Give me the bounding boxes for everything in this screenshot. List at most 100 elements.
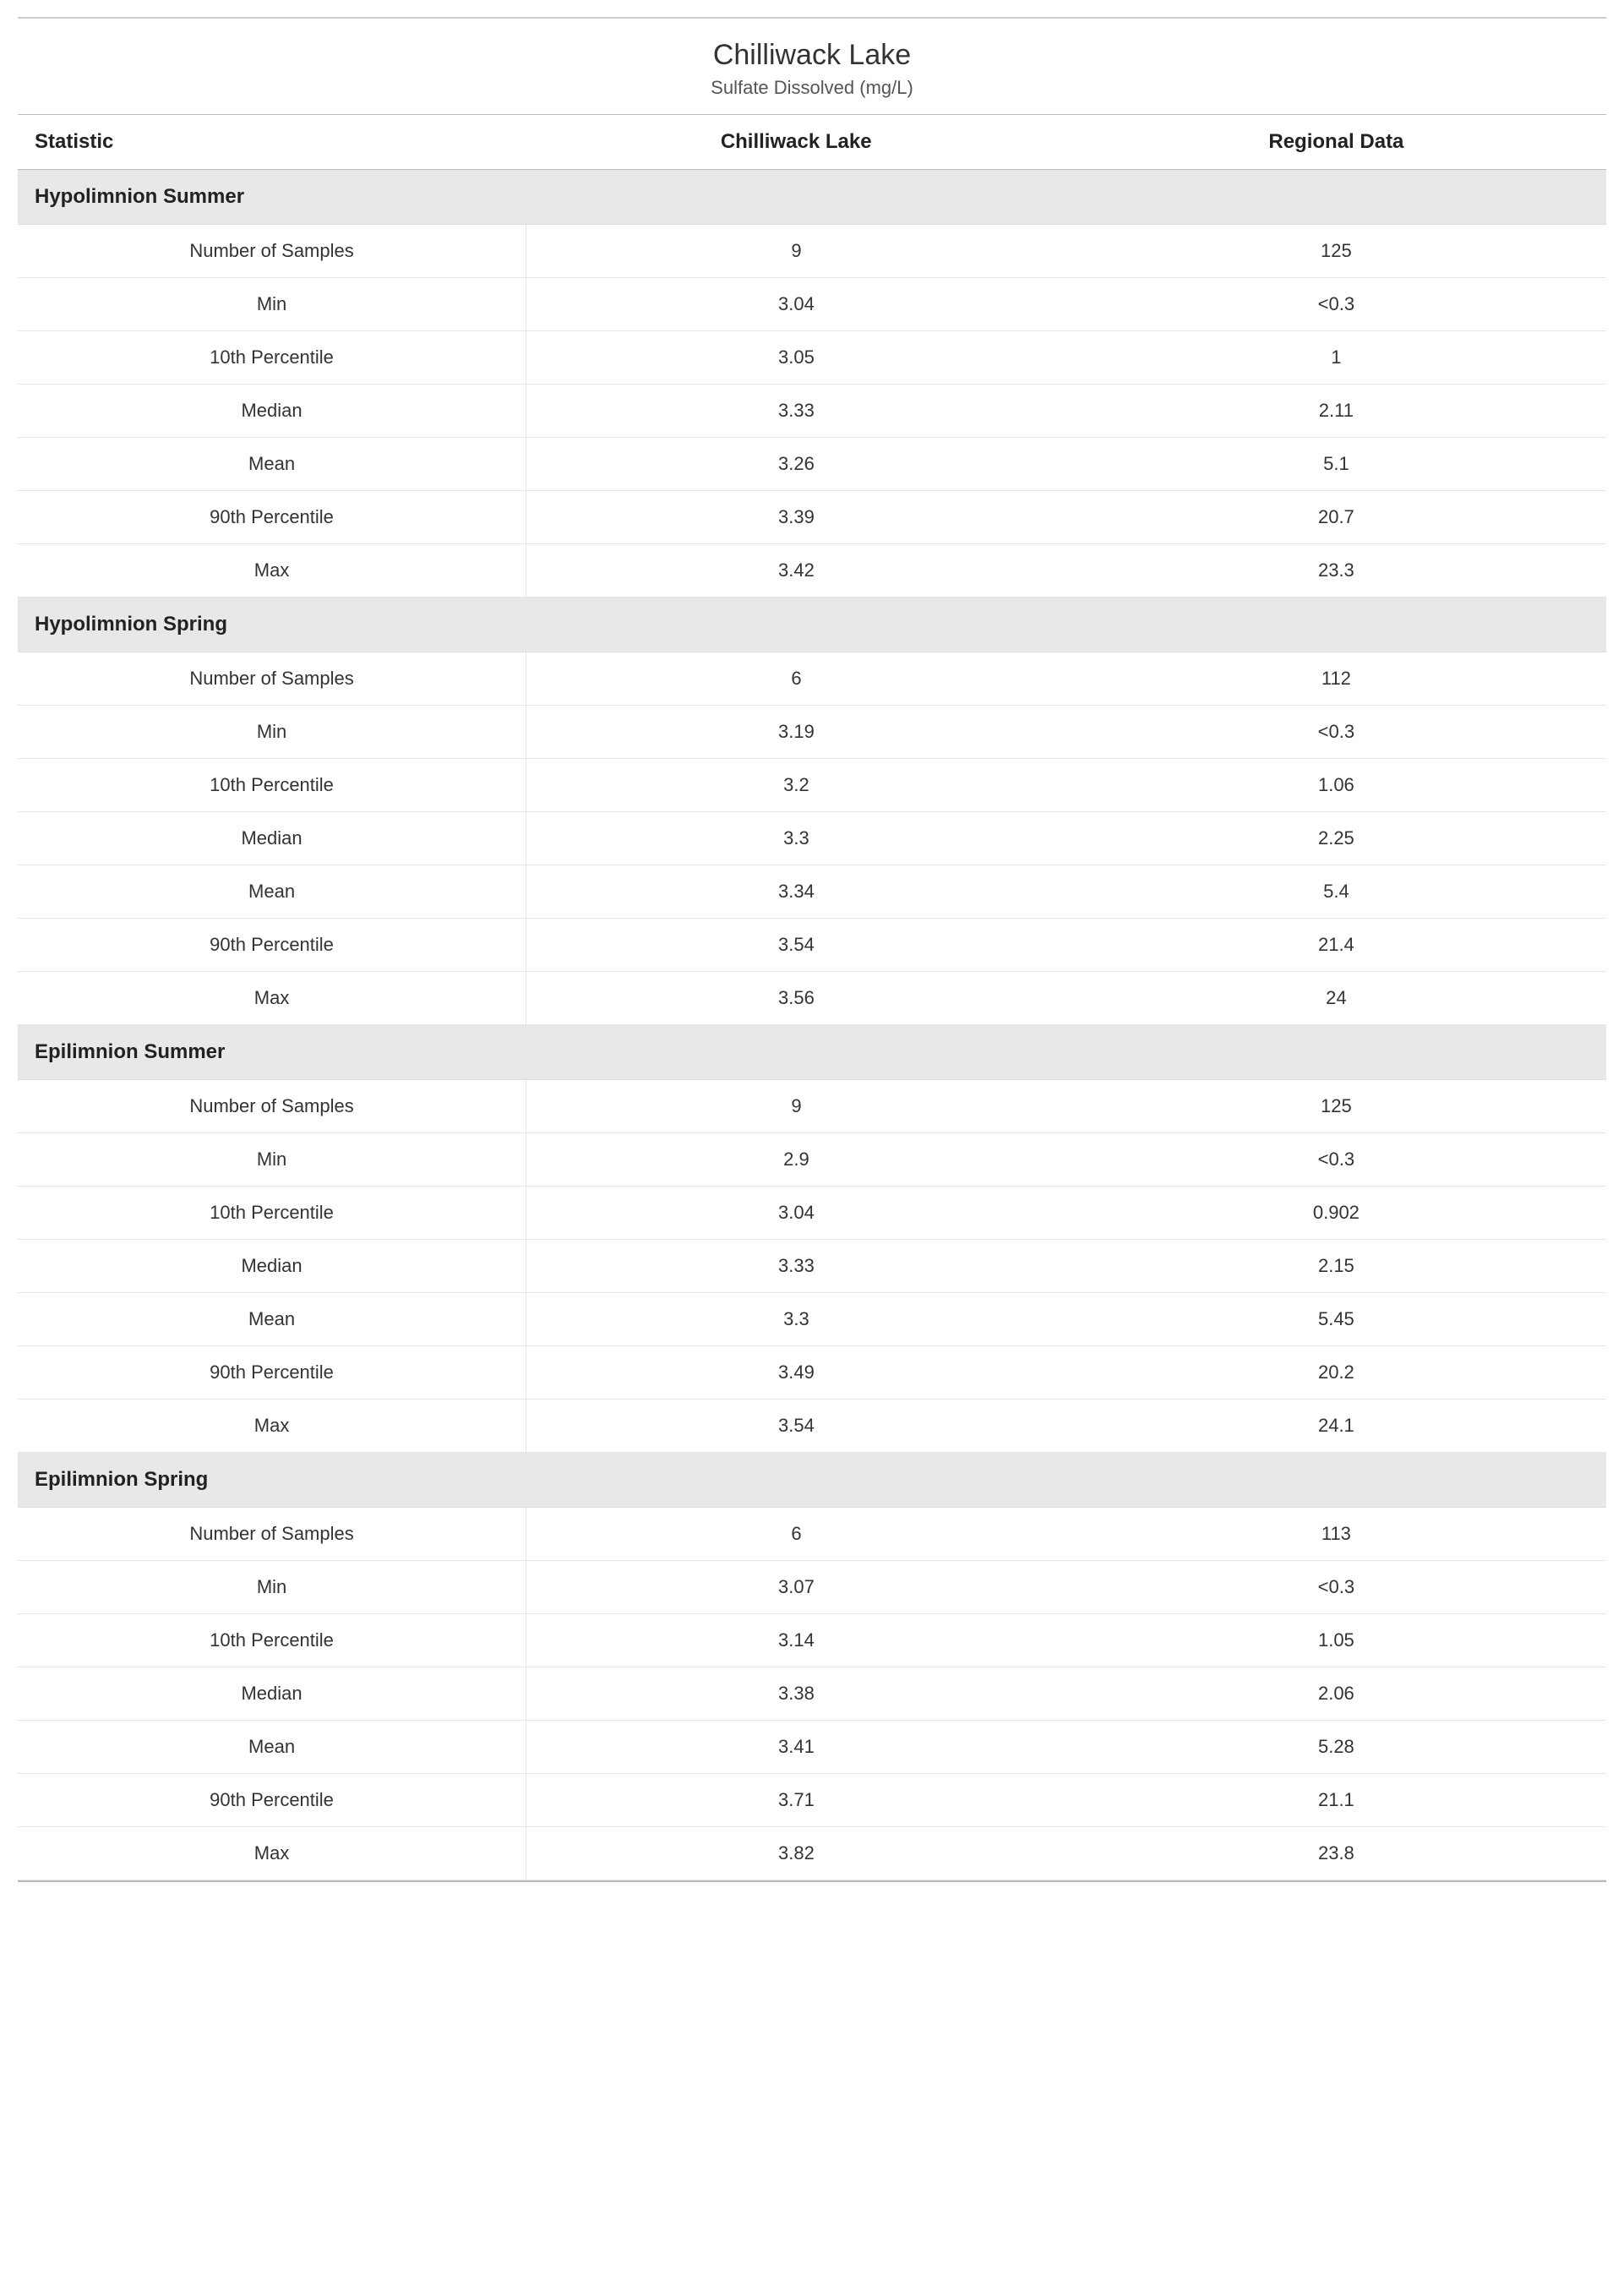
table-row: Mean3.35.45 xyxy=(18,1293,1606,1346)
section-title: Hypolimnion Summer xyxy=(18,170,1606,225)
section-header: Hypolimnion Summer xyxy=(18,170,1606,225)
value-site: 9 xyxy=(526,1080,1066,1133)
value-regional: 2.25 xyxy=(1066,812,1606,865)
value-site: 3.33 xyxy=(526,1240,1066,1293)
table-row: Number of Samples9125 xyxy=(18,225,1606,278)
value-regional: 23.8 xyxy=(1066,1827,1606,1880)
stat-label: 90th Percentile xyxy=(18,491,526,544)
value-regional: 113 xyxy=(1066,1508,1606,1561)
table-row: Median3.332.15 xyxy=(18,1240,1606,1293)
value-site: 3.04 xyxy=(526,278,1066,331)
value-regional: 21.4 xyxy=(1066,919,1606,972)
stat-label: Max xyxy=(18,1827,526,1880)
report-container: Chilliwack Lake Sulfate Dissolved (mg/L)… xyxy=(18,17,1606,1882)
value-site: 3.41 xyxy=(526,1721,1066,1774)
table-row: 10th Percentile3.051 xyxy=(18,331,1606,385)
value-site: 3.3 xyxy=(526,812,1066,865)
stat-label: Mean xyxy=(18,1293,526,1346)
section-header: Epilimnion Summer xyxy=(18,1025,1606,1080)
section-title: Hypolimnion Spring xyxy=(18,598,1606,652)
value-site: 3.39 xyxy=(526,491,1066,544)
value-site: 2.9 xyxy=(526,1133,1066,1187)
stat-label: Min xyxy=(18,1561,526,1614)
value-site: 3.14 xyxy=(526,1614,1066,1667)
value-regional: 125 xyxy=(1066,225,1606,278)
value-regional: 5.45 xyxy=(1066,1293,1606,1346)
table-row: 10th Percentile3.141.05 xyxy=(18,1614,1606,1667)
stat-label: Min xyxy=(18,1133,526,1187)
stat-label: Median xyxy=(18,1667,526,1721)
table-body: Hypolimnion SummerNumber of Samples9125M… xyxy=(18,170,1606,1880)
stat-label: Min xyxy=(18,278,526,331)
value-regional: 5.28 xyxy=(1066,1721,1606,1774)
value-site: 3.49 xyxy=(526,1346,1066,1400)
value-site: 3.71 xyxy=(526,1774,1066,1827)
value-regional: 20.2 xyxy=(1066,1346,1606,1400)
table-row: Number of Samples6113 xyxy=(18,1508,1606,1561)
value-site: 3.07 xyxy=(526,1561,1066,1614)
stat-label: Min xyxy=(18,706,526,759)
value-regional: 1.06 xyxy=(1066,759,1606,812)
value-regional: 24.1 xyxy=(1066,1400,1606,1453)
stat-label: Mean xyxy=(18,1721,526,1774)
table-row: 90th Percentile3.5421.4 xyxy=(18,919,1606,972)
value-regional: 1.05 xyxy=(1066,1614,1606,1667)
value-site: 3.33 xyxy=(526,385,1066,438)
stat-label: 90th Percentile xyxy=(18,1774,526,1827)
stat-label: Max xyxy=(18,1400,526,1453)
section-title: Epilimnion Summer xyxy=(18,1025,1606,1080)
stat-label: 10th Percentile xyxy=(18,1187,526,1240)
section-header: Epilimnion Spring xyxy=(18,1453,1606,1508)
value-regional: 1 xyxy=(1066,331,1606,385)
table-row: Median3.382.06 xyxy=(18,1667,1606,1721)
stat-label: Median xyxy=(18,385,526,438)
table-row: Mean3.265.1 xyxy=(18,438,1606,491)
stat-label: Number of Samples xyxy=(18,225,526,278)
value-site: 3.42 xyxy=(526,544,1066,598)
value-regional: 5.1 xyxy=(1066,438,1606,491)
value-site: 6 xyxy=(526,1508,1066,1561)
value-regional: 125 xyxy=(1066,1080,1606,1133)
table-row: Number of Samples6112 xyxy=(18,652,1606,706)
table-row: Mean3.415.28 xyxy=(18,1721,1606,1774)
table-row: 90th Percentile3.4920.2 xyxy=(18,1346,1606,1400)
value-site: 3.82 xyxy=(526,1827,1066,1880)
value-site: 9 xyxy=(526,225,1066,278)
value-site: 3.54 xyxy=(526,1400,1066,1453)
value-regional: <0.3 xyxy=(1066,278,1606,331)
stat-label: 90th Percentile xyxy=(18,1346,526,1400)
value-site: 6 xyxy=(526,652,1066,706)
value-regional: 0.902 xyxy=(1066,1187,1606,1240)
table-row: Min3.19<0.3 xyxy=(18,706,1606,759)
table-row: 90th Percentile3.7121.1 xyxy=(18,1774,1606,1827)
value-regional: 2.15 xyxy=(1066,1240,1606,1293)
table-row: 10th Percentile3.21.06 xyxy=(18,759,1606,812)
table-row: Min3.04<0.3 xyxy=(18,278,1606,331)
value-regional: <0.3 xyxy=(1066,706,1606,759)
value-site: 3.38 xyxy=(526,1667,1066,1721)
value-site: 3.54 xyxy=(526,919,1066,972)
value-site: 3.56 xyxy=(526,972,1066,1025)
value-regional: 21.1 xyxy=(1066,1774,1606,1827)
col-header-statistic: Statistic xyxy=(18,115,526,170)
stat-label: Median xyxy=(18,1240,526,1293)
value-regional: 5.4 xyxy=(1066,865,1606,919)
stat-label: Number of Samples xyxy=(18,652,526,706)
stats-table: Statistic Chilliwack Lake Regional Data … xyxy=(18,114,1606,1880)
stat-label: Max xyxy=(18,972,526,1025)
bottom-rule xyxy=(18,1880,1606,1882)
value-regional: 112 xyxy=(1066,652,1606,706)
value-regional: <0.3 xyxy=(1066,1561,1606,1614)
stat-label: 10th Percentile xyxy=(18,331,526,385)
section-title: Epilimnion Spring xyxy=(18,1453,1606,1508)
stat-label: Mean xyxy=(18,438,526,491)
table-header-row: Statistic Chilliwack Lake Regional Data xyxy=(18,115,1606,170)
col-header-regional: Regional Data xyxy=(1066,115,1606,170)
table-row: Mean3.345.4 xyxy=(18,865,1606,919)
table-row: Max3.8223.8 xyxy=(18,1827,1606,1880)
stat-label: Median xyxy=(18,812,526,865)
col-header-site: Chilliwack Lake xyxy=(526,115,1066,170)
value-site: 3.2 xyxy=(526,759,1066,812)
table-row: Min3.07<0.3 xyxy=(18,1561,1606,1614)
stat-label: 10th Percentile xyxy=(18,759,526,812)
